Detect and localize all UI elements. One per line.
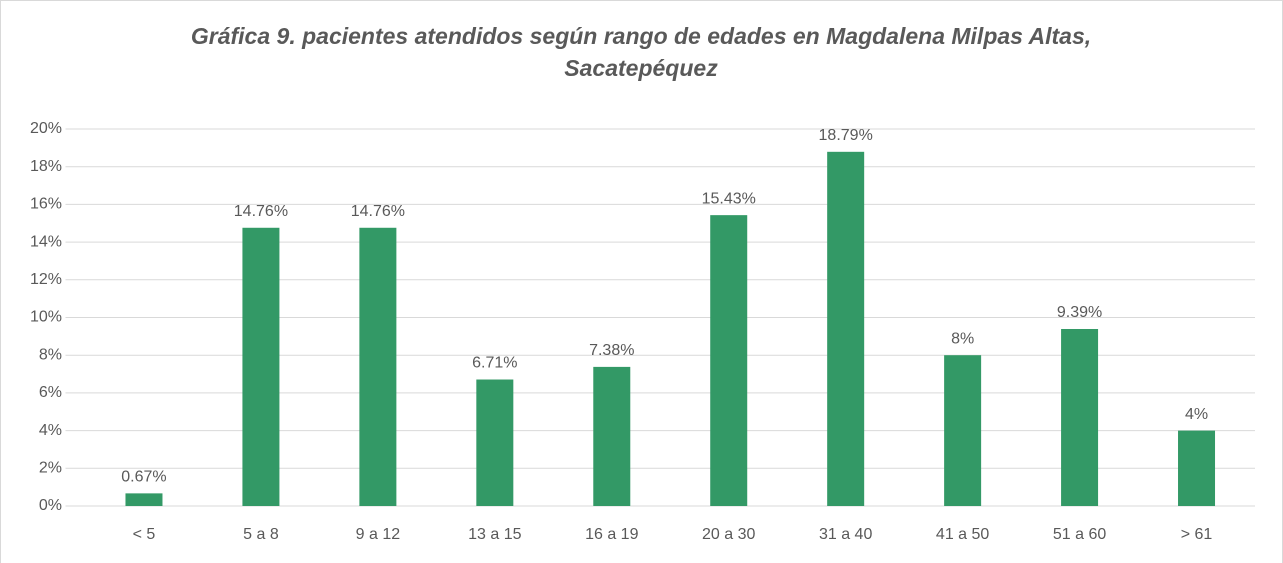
- y-tick-label: 6%: [39, 384, 62, 401]
- x-tick-label: > 61: [1181, 526, 1213, 543]
- value-label: 14.76%: [351, 203, 405, 220]
- y-tick-label: 0%: [39, 497, 62, 514]
- y-tick-label: 10%: [30, 309, 62, 326]
- x-tick-label: < 5: [133, 526, 156, 543]
- value-label: 7.38%: [589, 342, 634, 359]
- value-label: 14.76%: [234, 203, 288, 220]
- y-tick-label: 14%: [30, 233, 62, 250]
- x-tick-label: 31 a 40: [819, 526, 872, 543]
- x-tick-label: 9 a 12: [356, 526, 401, 543]
- x-tick-label: 20 a 30: [702, 526, 755, 543]
- bar: [125, 493, 163, 506]
- value-label: 15.43%: [702, 190, 756, 207]
- x-tick-label: 51 a 60: [1053, 526, 1106, 543]
- y-tick-label: 8%: [39, 346, 62, 363]
- x-tick-label: 13 a 15: [468, 526, 521, 543]
- bar: [710, 215, 748, 506]
- y-tick-label: 20%: [30, 120, 62, 137]
- y-tick-label: 16%: [30, 196, 62, 213]
- bar: [944, 355, 982, 506]
- value-label: 6.71%: [472, 355, 517, 372]
- chart-title: Gráfica 9. pacientes atendidos según ran…: [190, 23, 1092, 81]
- x-tick-label: 16 a 19: [585, 526, 638, 543]
- bar: [242, 227, 280, 507]
- bar: [593, 366, 631, 506]
- bar: [359, 227, 397, 507]
- value-label: 18.79%: [819, 127, 873, 144]
- value-label: 8%: [951, 330, 974, 347]
- x-tick-label: 5 a 8: [243, 526, 279, 543]
- bar: [1061, 328, 1099, 506]
- bar: [1178, 430, 1216, 506]
- y-tick-label: 18%: [30, 158, 62, 175]
- y-tick-label: 2%: [39, 460, 62, 477]
- bar: [827, 151, 865, 506]
- bar: [476, 379, 514, 506]
- y-tick-label: 12%: [30, 271, 62, 288]
- y-tick-label: 4%: [39, 422, 62, 439]
- value-label: 0.67%: [121, 469, 166, 486]
- value-label: 9.39%: [1057, 304, 1102, 321]
- value-label: 4%: [1185, 406, 1208, 423]
- x-tick-label: 41 a 50: [936, 526, 989, 543]
